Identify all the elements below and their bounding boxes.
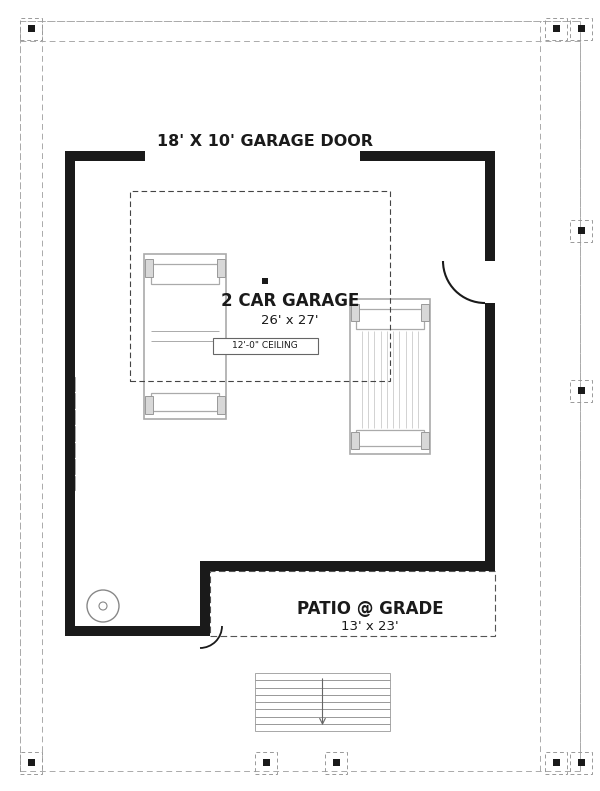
Bar (200, 561, 210, 636)
Bar (28, 25, 35, 32)
Bar (20, 752, 42, 774)
Bar (570, 18, 592, 40)
Bar (210, 561, 495, 571)
Bar (255, 687, 390, 694)
Bar (578, 759, 585, 766)
Bar (65, 459, 75, 474)
Bar (65, 475, 75, 490)
Text: 12'-0" CEILING: 12'-0" CEILING (232, 342, 298, 350)
Bar (65, 151, 75, 636)
Bar (360, 151, 495, 161)
Bar (421, 304, 429, 320)
Bar (145, 259, 153, 277)
Text: 2 CAR GARAGE: 2 CAR GARAGE (221, 292, 359, 310)
Bar (325, 752, 347, 774)
Bar (545, 18, 567, 40)
Bar (65, 410, 75, 424)
Bar (212, 338, 317, 354)
Bar (144, 253, 226, 418)
Bar (65, 393, 75, 408)
Text: 18' X 10' GARAGE DOOR: 18' X 10' GARAGE DOOR (157, 134, 373, 149)
Bar (65, 426, 75, 441)
Text: 26' x 27': 26' x 27' (261, 315, 319, 327)
Bar (545, 752, 567, 774)
Bar (351, 432, 359, 448)
Bar (570, 380, 592, 402)
Bar (145, 396, 153, 414)
Bar (553, 25, 560, 32)
Bar (350, 298, 430, 453)
Bar (263, 759, 270, 766)
Bar (421, 432, 429, 448)
Bar (65, 626, 210, 636)
Bar (151, 392, 219, 411)
Bar (255, 702, 390, 710)
Bar (570, 752, 592, 774)
Bar (351, 304, 359, 320)
Bar (130, 191, 390, 381)
Text: PATIO @ GRADE: PATIO @ GRADE (296, 600, 443, 618)
Bar (217, 396, 225, 414)
Bar (255, 724, 390, 731)
Bar (255, 752, 277, 774)
Bar (578, 25, 585, 32)
Bar (65, 377, 75, 392)
Bar (255, 673, 390, 680)
Bar (210, 571, 495, 636)
Bar (28, 759, 35, 766)
Bar (484, 261, 496, 303)
Bar (65, 443, 75, 457)
Bar (485, 151, 495, 571)
Bar (255, 680, 390, 687)
Text: 13' x 23': 13' x 23' (341, 619, 399, 633)
Bar (578, 227, 585, 234)
Bar (578, 387, 585, 394)
Bar (356, 430, 424, 445)
Bar (255, 694, 390, 702)
Bar (65, 151, 145, 161)
Bar (553, 759, 560, 766)
Bar (333, 759, 340, 766)
Bar (570, 220, 592, 242)
Bar (255, 710, 390, 717)
Bar (356, 308, 424, 328)
Bar (262, 278, 268, 284)
Bar (151, 263, 219, 283)
Bar (20, 18, 42, 40)
Bar (217, 259, 225, 277)
Bar (255, 717, 390, 724)
